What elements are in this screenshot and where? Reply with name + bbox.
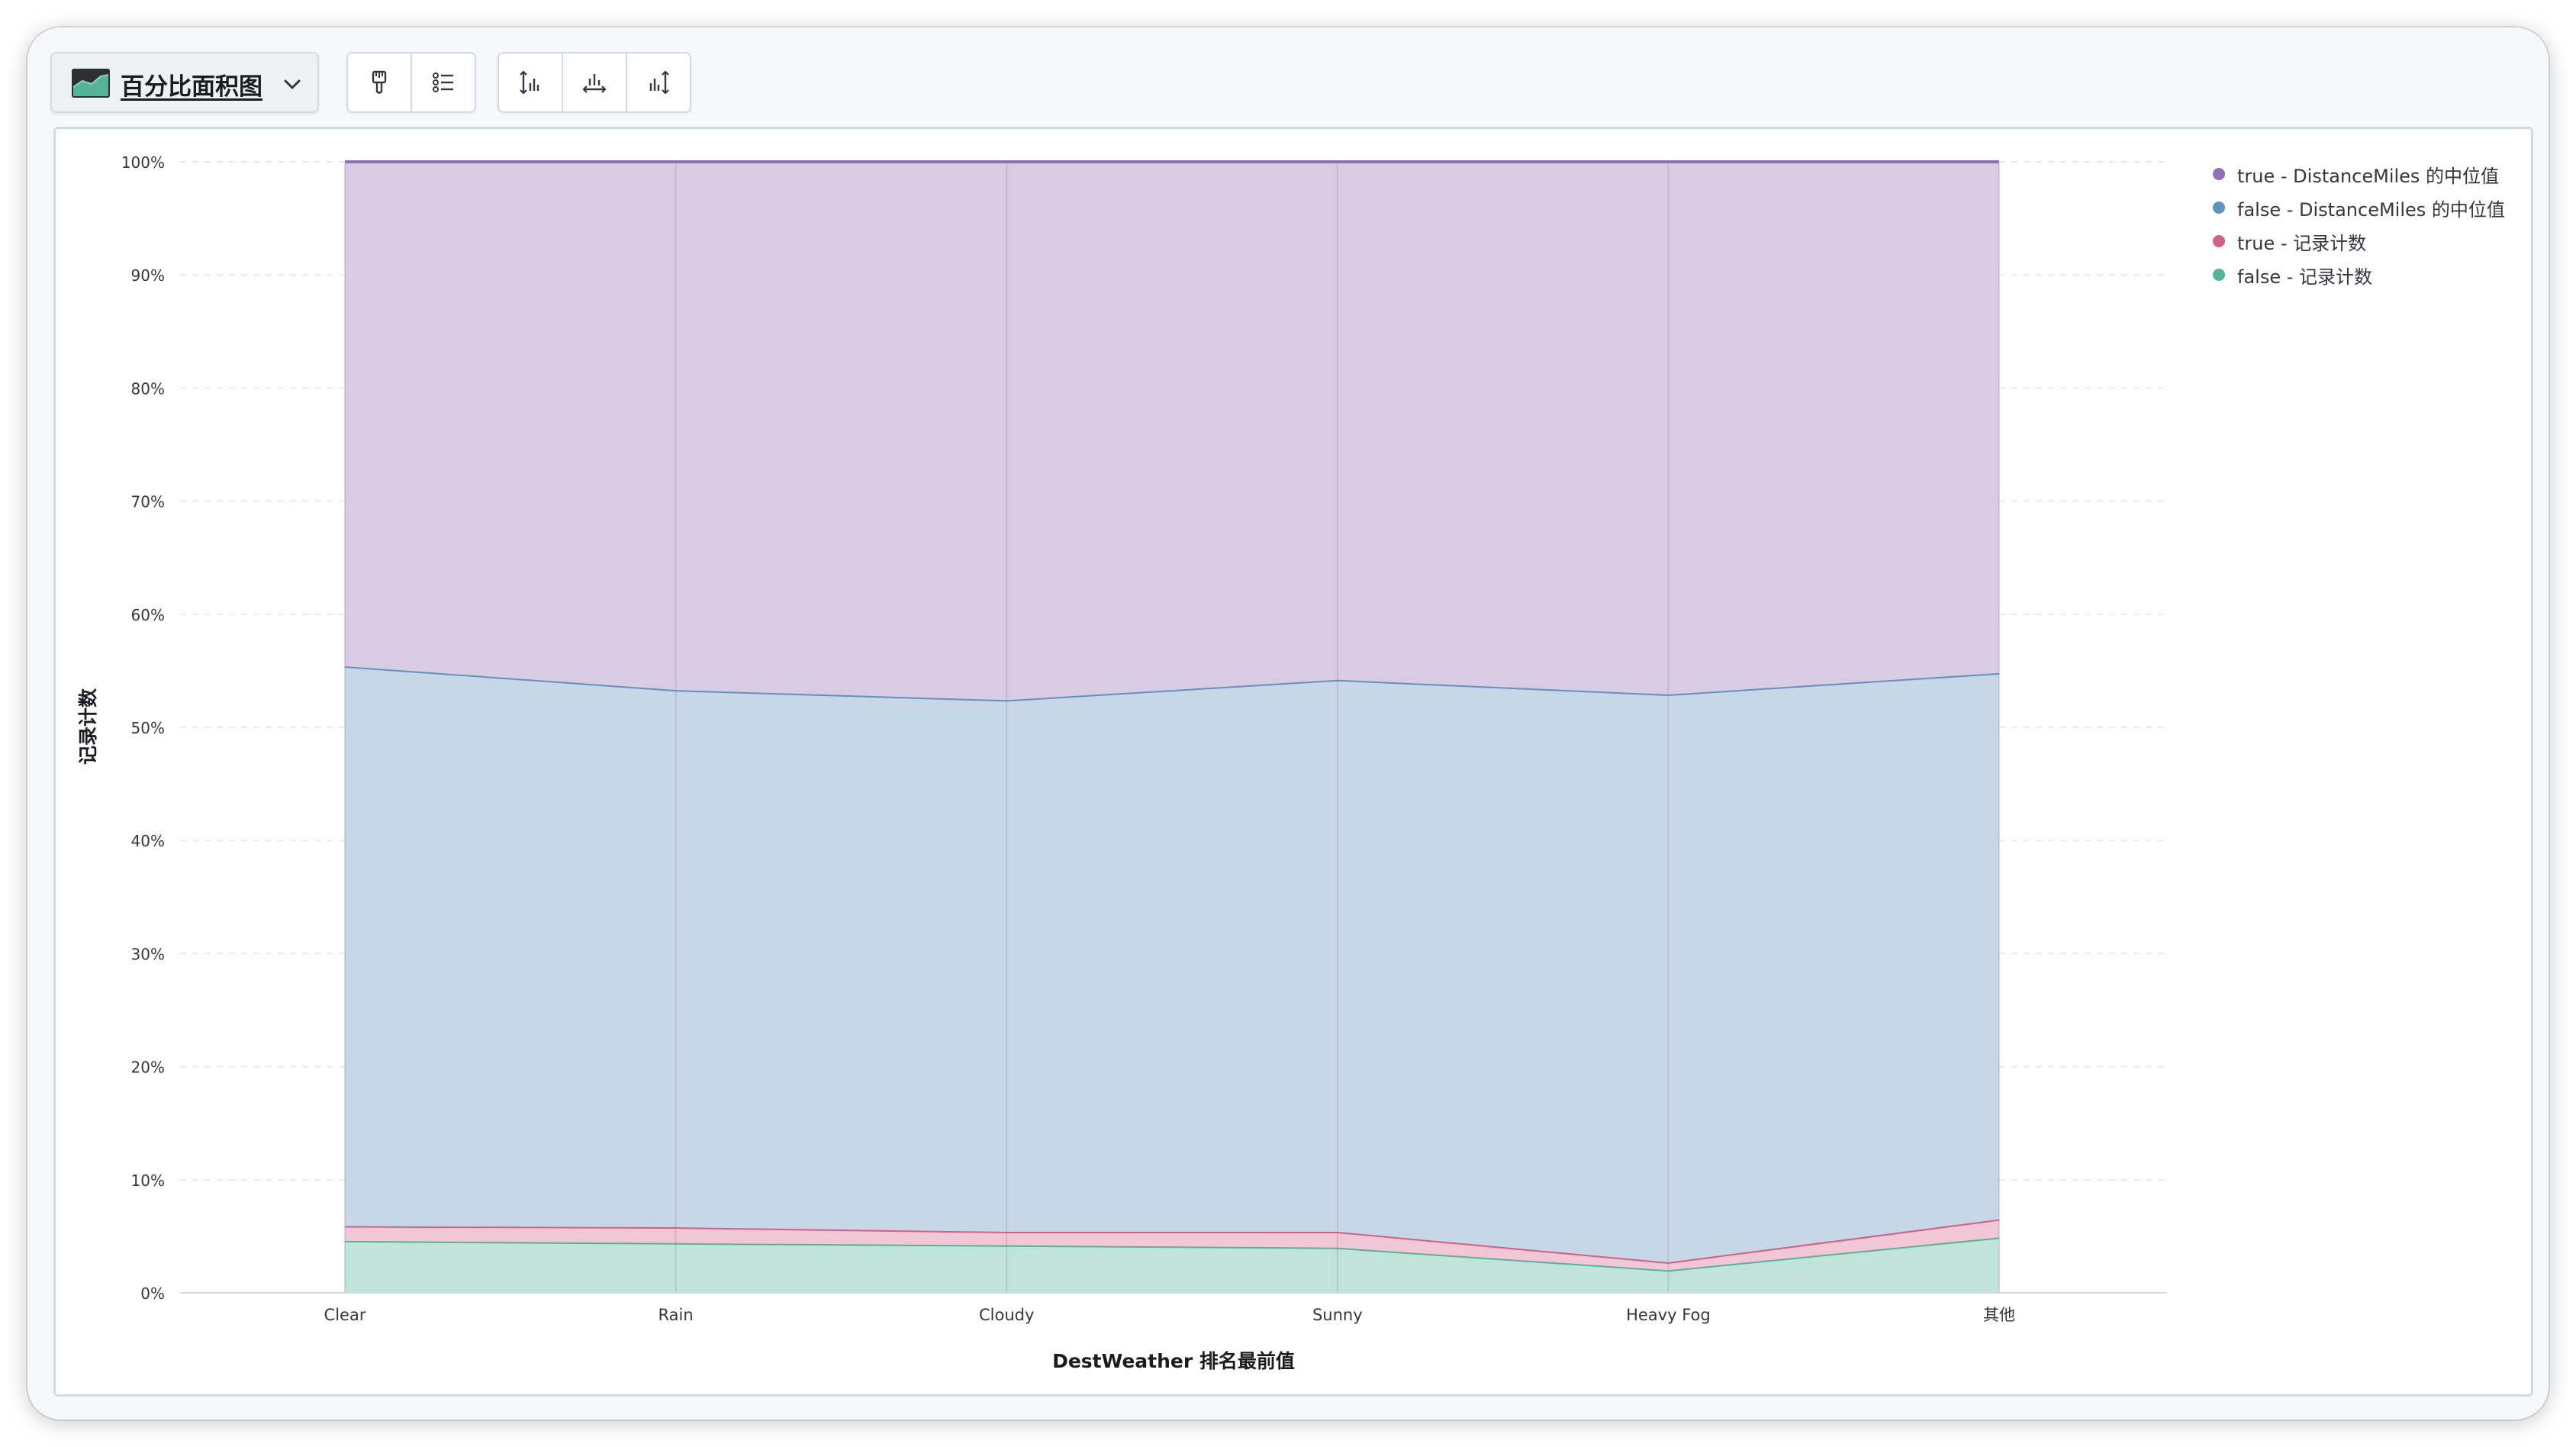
- y-axis-title: 记录计数: [77, 688, 99, 765]
- left-axis-icon: [520, 70, 539, 95]
- x-tick-label: Clear: [324, 1306, 366, 1324]
- x-tick-label: Cloudy: [979, 1306, 1034, 1324]
- style-button-group: [346, 52, 476, 113]
- legend-color-dot: [2213, 235, 2225, 247]
- legend-item[interactable]: false - 记录计数: [2213, 258, 2505, 292]
- legend-color-dot: [2213, 168, 2225, 180]
- y-tick-label: 0%: [140, 1284, 165, 1303]
- legend-list-icon: [433, 73, 453, 92]
- series-area: [345, 1219, 1999, 1271]
- right-axis-icon: [649, 70, 669, 95]
- bottom-axis-icon: [582, 74, 607, 93]
- y-tick-label: 30%: [131, 945, 165, 963]
- legend-color-dot: [2213, 201, 2225, 214]
- series-area: [345, 162, 1999, 701]
- y-tick-label: 100%: [121, 153, 165, 172]
- chart-type-label: 百分比面积图: [121, 73, 262, 101]
- y-tick-label: 60%: [131, 606, 165, 624]
- legend-item[interactable]: true - 记录计数: [2213, 224, 2505, 258]
- chevron-down-icon: [284, 79, 301, 89]
- x-axis-title: DestWeather 排名最前值: [1052, 1350, 1295, 1372]
- series-area: [345, 1237, 1999, 1293]
- legend-button[interactable]: [412, 53, 475, 111]
- chart-legend: true - DistanceMiles 的中位值 false - Distanc…: [2213, 157, 2505, 292]
- y-tick-label: 90%: [131, 266, 165, 285]
- right-axis-button[interactable]: [627, 53, 690, 111]
- x-tick-label: Heavy Fog: [1626, 1306, 1711, 1324]
- x-tick-label: Sunny: [1312, 1306, 1363, 1324]
- visual-options-button[interactable]: [348, 53, 412, 111]
- y-tick-label: 80%: [131, 379, 165, 398]
- x-tick-label: Rain: [658, 1306, 694, 1324]
- left-axis-button[interactable]: [499, 53, 563, 111]
- y-tick-label: 40%: [131, 832, 165, 850]
- series-area: [345, 665, 1999, 1262]
- area-chart-icon: [72, 69, 110, 98]
- legend-item[interactable]: true - DistanceMiles 的中位值: [2213, 157, 2505, 191]
- legend-label: true - 记录计数: [2237, 232, 2367, 254]
- chart-type-select[interactable]: 百分比面积图: [50, 52, 319, 113]
- legend-item[interactable]: false - DistanceMiles 的中位值: [2213, 191, 2505, 224]
- paint-brush-icon: [372, 70, 387, 94]
- legend-label: false - 记录计数: [2237, 266, 2373, 288]
- legend-label: true - DistanceMiles 的中位值: [2237, 165, 2500, 187]
- y-tick-label: 10%: [131, 1171, 165, 1190]
- y-tick-label: 70%: [131, 493, 165, 511]
- y-tick-label: 50%: [131, 719, 165, 737]
- axis-button-group: [497, 52, 691, 113]
- y-tick-label: 20%: [131, 1059, 165, 1077]
- legend-color-dot: [2213, 269, 2225, 281]
- x-tick-label: 其他: [1983, 1306, 2015, 1324]
- legend-label: false - DistanceMiles 的中位值: [2237, 198, 2505, 221]
- bottom-axis-button[interactable]: [563, 53, 627, 111]
